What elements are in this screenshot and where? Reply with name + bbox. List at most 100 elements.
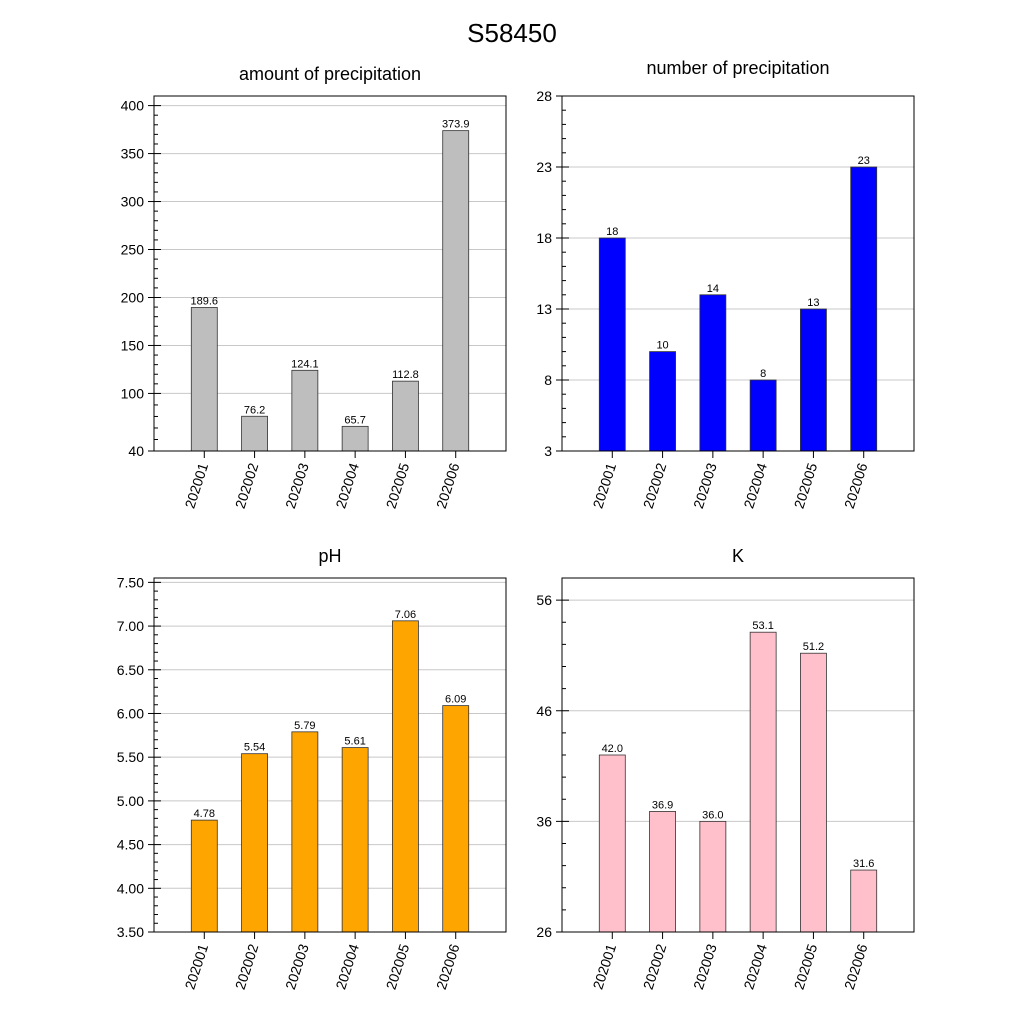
x-tick-label: 202006 — [433, 461, 463, 511]
figure-title: S58450 — [467, 18, 557, 48]
bar-value-label: 373.9 — [442, 119, 470, 131]
y-tick-label: 400 — [121, 98, 145, 114]
y-tick-label: 7.50 — [117, 574, 144, 590]
x-tick-label: 202003 — [690, 461, 720, 511]
x-tick-label: 202003 — [690, 942, 720, 992]
x-tick-label: 202001 — [589, 942, 619, 992]
bar-value-label: 4.78 — [194, 808, 215, 820]
chart-panel-2: 18 202001 10 202002 14 202003 8 202004 13 202005 2… — [536, 58, 915, 511]
bar-value-label: 7.06 — [395, 609, 416, 621]
bar — [699, 820, 727, 933]
bar-value-label: 8 — [760, 368, 766, 380]
y-tick-label: 56 — [536, 592, 552, 608]
bar-value-label: 18 — [606, 226, 618, 238]
bar-value-label: 112.8 — [392, 369, 419, 381]
bar — [649, 811, 676, 933]
bar — [800, 308, 827, 452]
y-tick-label: 5.00 — [117, 793, 144, 809]
x-tick-label: 202002 — [232, 942, 262, 992]
bar — [749, 379, 777, 452]
bar-value-label: 53.1 — [752, 620, 773, 632]
bar — [392, 380, 419, 452]
y-tick-label: 6.00 — [117, 705, 144, 721]
bar-value-label: 6.09 — [445, 694, 466, 706]
bar — [341, 747, 369, 933]
chart-title: amount of precipitation — [239, 64, 421, 84]
y-tick-label: 250 — [121, 242, 145, 258]
plot-frame — [153, 577, 507, 933]
bar-value-label: 36.0 — [702, 809, 723, 821]
bar — [190, 819, 218, 933]
y-tick-label: 200 — [121, 289, 145, 305]
y-tick-label: 5.50 — [117, 749, 144, 765]
plot-frame — [561, 577, 915, 933]
y-tick-label: 40 — [128, 443, 144, 459]
bar-value-label: 13 — [807, 297, 819, 309]
x-tick-label: 202004 — [332, 461, 362, 511]
bar-value-label: 76.2 — [244, 404, 265, 416]
bar-value-label: 36.9 — [652, 799, 673, 811]
x-tick-label: 202005 — [791, 461, 821, 511]
x-tick-label: 202002 — [640, 942, 670, 992]
bar — [190, 307, 218, 452]
bar-value-label: 5.61 — [344, 736, 365, 748]
x-tick-label: 202005 — [791, 942, 821, 992]
y-tick-label: 3.50 — [117, 924, 144, 940]
bar-value-label: 42.0 — [602, 743, 623, 755]
x-tick-label: 202002 — [232, 461, 262, 511]
plot-frame — [561, 95, 915, 452]
chart-title: pH — [318, 546, 341, 566]
x-tick-label: 202001 — [181, 942, 211, 992]
bar — [749, 631, 777, 933]
y-tick-label: 18 — [536, 230, 552, 246]
bar-value-label: 5.79 — [294, 720, 315, 732]
bar-value-label: 14 — [707, 283, 719, 295]
x-tick-label: 202006 — [841, 461, 871, 511]
bar — [442, 705, 470, 933]
y-tick-label: 7.00 — [117, 618, 144, 634]
y-tick-label: 13 — [536, 301, 552, 317]
chart-panel-1: 189.6 202001 76.2 202002 124.1 202003 65.7 2020… — [121, 64, 507, 511]
bar-value-label: 124.1 — [291, 358, 319, 370]
chart-title: number of precipitation — [646, 58, 829, 78]
bar-value-label: 189.6 — [191, 295, 219, 307]
chart-panel-3: 4.78 202001 5.54 202002 5.79 202003 5.61 202004… — [117, 546, 507, 992]
bar-value-label: 10 — [656, 340, 668, 352]
bar — [341, 425, 369, 452]
y-tick-label: 23 — [536, 159, 552, 175]
x-tick-label: 202006 — [433, 942, 463, 992]
y-tick-label: 6.50 — [117, 662, 144, 678]
y-tick-label: 46 — [536, 703, 552, 719]
bar — [850, 869, 878, 933]
y-tick-label: 8 — [544, 372, 552, 388]
bar — [392, 620, 419, 933]
x-tick-label: 202003 — [282, 942, 312, 992]
plot-frame — [153, 95, 507, 452]
bar-value-label: 31.6 — [853, 858, 874, 870]
chart-panel-4: 42.0 202001 36.9 202002 36.0 202003 53.1 202004… — [536, 546, 915, 992]
x-tick-label: 202004 — [740, 942, 770, 992]
bar — [442, 130, 470, 452]
bar — [850, 166, 878, 452]
bar-value-label: 5.54 — [244, 742, 265, 754]
x-tick-label: 202004 — [332, 942, 362, 992]
x-tick-label: 202001 — [181, 461, 211, 511]
x-tick-label: 202002 — [640, 461, 670, 511]
bar-value-label: 23 — [858, 155, 870, 167]
y-tick-label: 4.00 — [117, 880, 144, 896]
bar — [699, 294, 727, 452]
bar — [291, 731, 319, 933]
bar-value-label: 51.2 — [803, 641, 824, 653]
x-tick-label: 202005 — [383, 942, 413, 992]
bar — [800, 652, 827, 933]
y-tick-label: 28 — [536, 88, 552, 104]
y-tick-label: 150 — [121, 337, 145, 353]
y-tick-label: 350 — [121, 146, 145, 162]
x-tick-label: 202001 — [589, 461, 619, 511]
y-tick-label: 300 — [121, 194, 145, 210]
bar — [291, 369, 319, 452]
x-tick-label: 202005 — [383, 461, 413, 511]
x-tick-label: 202004 — [740, 461, 770, 511]
chart-title: K — [732, 546, 744, 566]
